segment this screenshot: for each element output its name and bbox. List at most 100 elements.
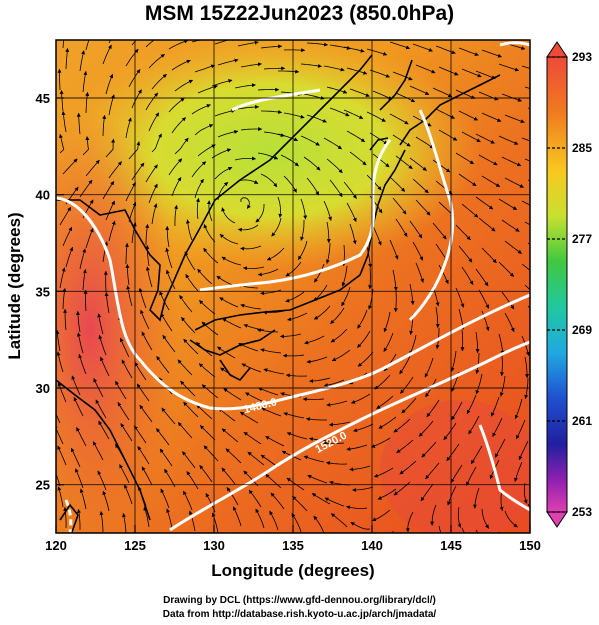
- streamline: [198, 363, 216, 378]
- streamline: [300, 198, 308, 220]
- streamline: [372, 153, 390, 168]
- streamline: [524, 86, 530, 89]
- streamline: [237, 224, 259, 232]
- streamline: [498, 333, 505, 355]
- streamline: [239, 411, 259, 424]
- streamline: [57, 445, 67, 466]
- streamline: [458, 245, 473, 263]
- streamline: [435, 306, 440, 329]
- streamline: [426, 399, 440, 418]
- streamline: [446, 443, 460, 462]
- streamline: [392, 269, 398, 291]
- streamline: [128, 69, 141, 88]
- streamline: [368, 288, 374, 310]
- streamline: [499, 375, 506, 397]
- streamline: [57, 68, 62, 91]
- streamline: [217, 58, 239, 66]
- streamline: [75, 310, 81, 333]
- streamline: [504, 240, 522, 254]
- streamline: [263, 66, 286, 71]
- x-tick-label: 125: [124, 538, 146, 553]
- streamline: [475, 196, 494, 210]
- streamline: [234, 83, 256, 89]
- streamline: [313, 305, 331, 320]
- streamline: [481, 247, 497, 264]
- x-axis-ticks: 120 125 130 135 140 145 150: [45, 525, 541, 553]
- streamline: [105, 138, 116, 158]
- streamline: [455, 89, 476, 99]
- streamline: [313, 263, 325, 283]
- streamline: [349, 88, 370, 97]
- streamline: [416, 532, 417, 533]
- streamline: [371, 437, 391, 448]
- streamline: [76, 427, 87, 447]
- streamline: [504, 312, 515, 333]
- colorbar-label: 293: [572, 50, 592, 64]
- streamline: [346, 67, 368, 75]
- streamline: [117, 402, 130, 421]
- streamline: [156, 355, 170, 374]
- streamline: [521, 137, 530, 142]
- streamline: [475, 352, 480, 374]
- streamline: [141, 466, 153, 486]
- streamline: [145, 164, 158, 183]
- streamline: [475, 133, 495, 144]
- streamline: [73, 396, 84, 417]
- streamline: [475, 268, 489, 287]
- streamline: [78, 354, 87, 375]
- streamline: [438, 525, 442, 533]
- colorbar-body: [546, 56, 568, 513]
- streamline: [269, 510, 279, 531]
- streamline: [124, 484, 133, 505]
- streamline: [481, 49, 502, 58]
- streamline: [105, 200, 115, 221]
- streamline: [282, 353, 305, 358]
- streamline: [341, 265, 348, 287]
- streamline: [302, 397, 325, 402]
- streamline: [108, 161, 122, 179]
- streamline: [151, 133, 162, 153]
- streamline: [171, 117, 186, 134]
- streamline: [353, 423, 374, 433]
- streamline: [438, 129, 458, 141]
- streamline: [125, 48, 139, 67]
- streamline: [99, 356, 110, 377]
- streamline: [498, 135, 519, 145]
- streamline: [524, 158, 530, 162]
- streamline: [203, 247, 219, 264]
- streamline: [151, 73, 167, 90]
- streamline: [58, 133, 65, 154]
- streamline: [443, 422, 457, 441]
- streamline: [330, 307, 345, 324]
- credit-data: Data from http://database.rish.kyoto-u.a…: [162, 609, 437, 620]
- streamline: [243, 266, 265, 271]
- streamline: [481, 175, 501, 188]
- streamline: [59, 89, 64, 112]
- streamline: [415, 199, 431, 216]
- streamline: [325, 242, 331, 264]
- streamline: [177, 422, 193, 439]
- streamline: [240, 197, 251, 209]
- x-tick-label: 140: [361, 538, 383, 553]
- streamline: [389, 239, 399, 260]
- streamline: [218, 407, 236, 422]
- streamline: [285, 261, 302, 277]
- streamline: [458, 47, 479, 56]
- streamline: [329, 107, 350, 117]
- streamline: [400, 376, 414, 394]
- streamline: [527, 44, 530, 46]
- streamline: [151, 203, 158, 225]
- streamline: [498, 63, 520, 72]
- streamline: [524, 221, 530, 226]
- streamline: [341, 286, 351, 307]
- streamline: [311, 493, 331, 505]
- streamline: [265, 435, 285, 447]
- streamline: [521, 200, 530, 206]
- streamline: [322, 441, 345, 446]
- streamline: [277, 133, 299, 142]
- streamline: [306, 177, 320, 196]
- streamline: [183, 490, 193, 511]
- streamline: [82, 136, 90, 156]
- streamline: [56, 424, 64, 445]
- streamline: [56, 330, 61, 352]
